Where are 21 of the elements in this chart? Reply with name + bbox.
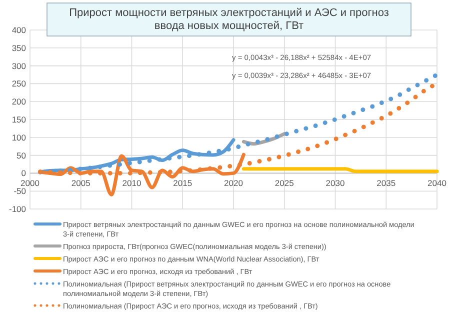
x-tick-label: 2010	[122, 178, 142, 188]
x-tick-label: 2000	[20, 178, 40, 188]
y-tick-label: -50	[14, 186, 26, 196]
y-tick-label: 200	[12, 96, 26, 107]
y-tick-label: 350	[12, 42, 26, 53]
y-tick-label: 250	[12, 78, 26, 89]
y-tick-label: -100	[8, 204, 26, 214]
y-tick-label: 50	[16, 150, 26, 160]
y-tick-label: 0	[21, 168, 26, 178]
x-tick-label: 2015	[173, 178, 192, 188]
chart-title: Прирост мощности ветряных электростанций и АЭС и прогноз ввода новых мощностей, ГВт	[69, 7, 389, 32]
y-tick-label: 400	[12, 24, 26, 35]
x-tick-label: 2040	[428, 178, 447, 188]
y-tick-label: 150	[12, 114, 26, 124]
y-tick-label: 100	[12, 132, 26, 142]
x-tick-label: 2005	[71, 178, 91, 188]
x-tick-label: 2025	[274, 178, 294, 188]
x-tick-label: 2035	[376, 178, 396, 188]
y-tick-label: 300	[12, 60, 26, 71]
x-tick-label: 2020	[224, 178, 244, 188]
x-tick-label: 2030	[326, 178, 345, 188]
